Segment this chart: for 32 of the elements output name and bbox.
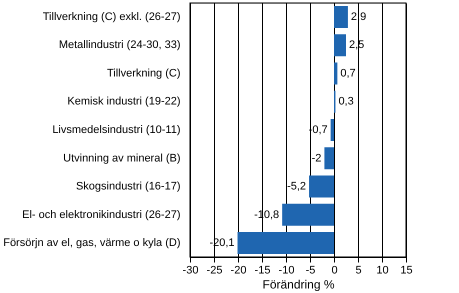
y-tick-label: Tillverkning (C) <box>106 67 180 80</box>
x-tick-label: -15 <box>254 264 270 276</box>
y-tick-label: Livsmedelsindustri (10-11) <box>52 124 180 136</box>
data-label: -5,2 <box>287 180 306 193</box>
bar <box>238 232 334 254</box>
x-tick-label: -25 <box>206 264 222 276</box>
data-label: -2 <box>312 152 322 164</box>
data-label: 0,3 <box>338 96 354 108</box>
x-tick-label: 0 <box>331 264 338 276</box>
bar <box>309 176 334 198</box>
x-tick-label: -20 <box>230 264 246 276</box>
x-tick-label: 10 <box>376 264 389 276</box>
bar <box>324 147 334 170</box>
x-tick-label: -10 <box>278 264 294 276</box>
bar <box>334 34 346 56</box>
bar <box>334 62 338 84</box>
y-tick-label: Tillverkning (C) exkl. (26-27) <box>42 10 180 23</box>
bar <box>282 204 334 226</box>
bar <box>330 119 334 141</box>
y-tick-label: Metallindustri (24-30, 33) <box>58 39 180 52</box>
x-tick-label: -30 <box>182 264 198 276</box>
y-tick-label: Försörjn av el, gas, värme o kyla (D) <box>3 237 180 250</box>
x-tick-label: 15 <box>400 264 413 276</box>
x-tick-label: -5 <box>306 264 316 276</box>
y-tick-label: El- och elektronikindustri (26-27) <box>22 208 180 221</box>
data-label: 0,7 <box>340 67 356 80</box>
y-tick-label: Kemisk industri (19-22) <box>67 96 180 108</box>
bar <box>334 6 348 28</box>
y-tick-label: Utvinning av mineral (B) <box>63 152 180 164</box>
y-tick-label: Skogsindustri (16-17) <box>76 180 180 193</box>
x-tick-label: 5 <box>355 264 362 276</box>
x-axis-title: Förändring % <box>262 278 335 292</box>
